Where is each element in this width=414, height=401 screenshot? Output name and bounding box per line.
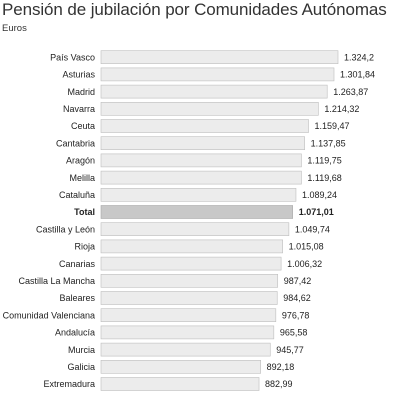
bar-murcia <box>100 342 271 357</box>
category-label-comunidad-valenciana: Comunidad Valenciana <box>3 310 95 320</box>
bar-rioja <box>100 239 283 254</box>
bar-cantabria <box>100 136 305 150</box>
value-label-aragon: 1.119,75 <box>307 156 341 166</box>
category-label-rioja: Rioja <box>74 242 95 252</box>
chart-title: Pensión de jubilación por Comunidades Au… <box>2 0 387 19</box>
value-label-total: 1.071,01 <box>299 207 334 217</box>
bar-total <box>100 205 293 219</box>
category-label-canarias: Canarias <box>59 259 96 269</box>
category-label-murcia: Murcia <box>68 345 95 355</box>
bar-ceuta <box>100 119 309 133</box>
value-label-asturias: 1.301,84 <box>340 70 375 80</box>
value-label-galicia: 892,18 <box>267 362 295 372</box>
value-label-castilla-y-leon: 1.049,74 <box>295 224 330 234</box>
bar-galicia <box>100 359 261 374</box>
bar-cataluna <box>100 188 297 202</box>
bar-canarias <box>100 256 282 271</box>
value-label-pais-vasco: 1.324,2 <box>344 52 374 62</box>
bar-comunidad-valenciana <box>100 308 277 323</box>
value-label-navarra: 1.214,32 <box>324 104 359 114</box>
bar-aragon <box>100 153 302 168</box>
value-label-baleares: 984,62 <box>283 293 311 303</box>
category-label-cantabria: Cantabria <box>56 138 95 148</box>
bar-asturias <box>100 67 335 82</box>
category-label-navarra: Navarra <box>63 104 95 114</box>
value-label-canarias: 1.006,32 <box>287 259 322 269</box>
value-label-castilla-la-mancha: 987,42 <box>284 276 312 286</box>
category-label-castilla-la-mancha: Castilla La Mancha <box>18 276 95 286</box>
value-label-andalucia: 965,58 <box>280 328 308 338</box>
category-label-extremadura: Extremadura <box>43 379 95 389</box>
value-label-cataluna: 1.089,24 <box>302 190 337 200</box>
bar-madrid <box>100 84 328 99</box>
category-label-baleares: Baleares <box>59 293 95 303</box>
value-label-murcia: 945,77 <box>276 345 304 355</box>
value-label-ceuta: 1.159,47 <box>315 121 350 131</box>
bar-pais-vasco <box>100 50 339 65</box>
category-label-cataluna: Cataluña <box>59 190 95 200</box>
category-label-madrid: Madrid <box>67 87 95 97</box>
value-label-cantabria: 1.137,85 <box>311 138 346 148</box>
value-label-madrid: 1.263,87 <box>333 87 368 97</box>
bar-baleares <box>100 291 278 305</box>
bar-extremadura <box>100 377 260 391</box>
category-label-aragon: Aragón <box>66 156 95 166</box>
bar-castilla-la-mancha <box>100 273 279 288</box>
bar-navarra <box>100 102 319 116</box>
value-label-melilla: 1.119,68 <box>307 173 341 183</box>
value-label-comunidad-valenciana: 976,78 <box>282 310 310 320</box>
value-label-extremadura: 882,99 <box>265 379 293 389</box>
category-label-pais-vasco: País Vasco <box>50 52 95 62</box>
category-label-melilla: Melilla <box>69 173 95 183</box>
category-label-andalucia: Andalucía <box>55 328 95 338</box>
category-label-asturias: Asturias <box>62 70 95 80</box>
category-label-ceuta: Ceuta <box>71 121 95 131</box>
bar-andalucia <box>100 325 275 340</box>
chart-subtitle: Euros <box>2 23 27 34</box>
value-label-rioja: 1.015,08 <box>289 242 324 252</box>
bar-castilla-y-leon <box>100 222 290 236</box>
category-label-galicia: Galicia <box>67 362 95 372</box>
category-label-total: Total <box>74 207 95 217</box>
category-label-castilla-y-leon: Castilla y León <box>36 224 95 234</box>
bar-melilla <box>100 170 302 185</box>
